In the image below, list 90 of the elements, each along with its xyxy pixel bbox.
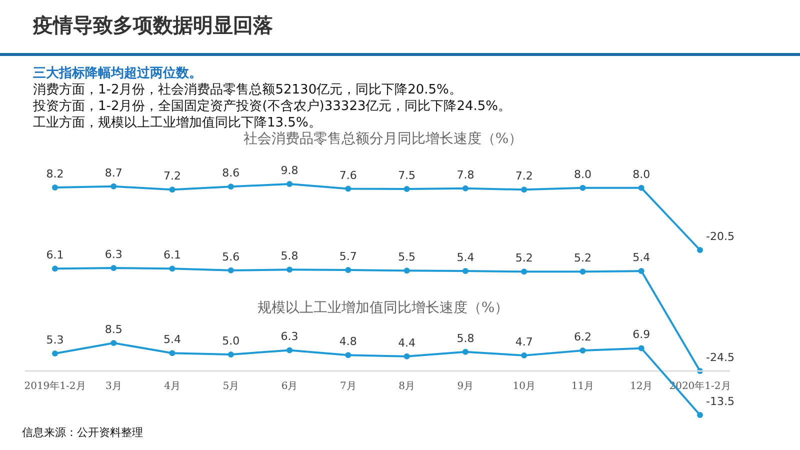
data-label: 5.4 bbox=[632, 251, 650, 264]
point bbox=[638, 345, 644, 352]
data-label: 8.5 bbox=[104, 323, 122, 336]
data-label: 7.8 bbox=[456, 168, 474, 182]
point bbox=[110, 183, 117, 190]
data-label: 8.7 bbox=[104, 166, 122, 180]
point bbox=[228, 184, 234, 190]
point bbox=[286, 266, 293, 273]
data-label: -24.5 bbox=[706, 351, 734, 364]
data-label: 6.2 bbox=[574, 330, 592, 344]
point bbox=[697, 412, 703, 418]
point bbox=[286, 347, 293, 354]
point bbox=[52, 266, 58, 272]
data-label: 4.4 bbox=[398, 336, 416, 350]
point bbox=[404, 268, 410, 274]
point bbox=[462, 348, 468, 355]
point bbox=[521, 268, 528, 275]
data-label: 5.8 bbox=[280, 250, 298, 263]
data-label: 7.2 bbox=[164, 170, 182, 183]
point bbox=[345, 186, 352, 192]
point bbox=[110, 340, 117, 346]
data-label: 5.2 bbox=[515, 252, 533, 265]
data-label: 5.6 bbox=[222, 250, 240, 264]
x-tick-label: 8月 bbox=[398, 381, 416, 392]
point bbox=[521, 352, 528, 358]
data-label: -13.5 bbox=[706, 395, 734, 408]
x-tick-label: 9月 bbox=[457, 381, 474, 392]
point bbox=[697, 247, 703, 253]
data-label: 6.1 bbox=[46, 248, 64, 262]
x-tick-label: 11月 bbox=[571, 381, 594, 392]
point bbox=[286, 181, 293, 187]
data-label: 6.3 bbox=[280, 330, 298, 344]
x-tick-label: 10月 bbox=[512, 381, 536, 392]
data-label: -20.5 bbox=[706, 230, 734, 243]
data-label: 8.6 bbox=[222, 166, 240, 180]
text: 工业方面，规模以上工业增加值同比下降13.5%。 bbox=[33, 114, 322, 130]
data-label: 6.3 bbox=[104, 248, 122, 261]
point bbox=[580, 348, 586, 354]
point bbox=[228, 267, 234, 274]
point bbox=[580, 268, 586, 275]
data-label: 7.2 bbox=[515, 170, 533, 183]
data-label: 8.0 bbox=[632, 168, 650, 181]
point bbox=[52, 184, 58, 190]
x-tick-label: 6月 bbox=[281, 381, 298, 392]
point bbox=[638, 184, 644, 191]
chart-title: 社会消费品零售总额分月同比增长速度（%） bbox=[243, 131, 523, 147]
point bbox=[462, 268, 468, 274]
point bbox=[345, 352, 352, 358]
data-label: 7.6 bbox=[339, 168, 357, 182]
point bbox=[521, 186, 528, 193]
point bbox=[404, 353, 410, 360]
data-label: 5.4 bbox=[456, 251, 474, 264]
data-label: 5.3 bbox=[46, 333, 64, 346]
data-label: 6.1 bbox=[164, 248, 182, 262]
text: 信息来源：公开资料整理 bbox=[22, 426, 143, 439]
point bbox=[110, 265, 117, 271]
text: 消费方面，1-2月份，社会消费品零售总额52130亿元，同比下降20.5%。 bbox=[33, 82, 462, 98]
data-label: 7.5 bbox=[398, 169, 416, 182]
x-tick-label: 2019年1-2月 bbox=[24, 380, 86, 392]
data-label: 4.8 bbox=[339, 335, 357, 348]
text: 三大指标降幅均超过两位数。 bbox=[33, 66, 202, 81]
data-label: 9.8 bbox=[280, 164, 298, 177]
data-label: 5.4 bbox=[164, 333, 182, 346]
chart-title: 规模以上工业增加值同比增长速度（%） bbox=[257, 300, 509, 316]
point bbox=[169, 350, 176, 356]
x-tick-label: 5月 bbox=[222, 381, 240, 392]
data-label: 4.7 bbox=[515, 335, 533, 348]
data-label: 8.0 bbox=[574, 168, 592, 181]
data-label: 5.2 bbox=[574, 252, 592, 265]
point bbox=[404, 186, 410, 192]
x-tick-label: 3月 bbox=[105, 381, 122, 392]
point bbox=[638, 268, 644, 274]
text: 疫情导致多项数据明显回落 bbox=[32, 13, 273, 37]
point bbox=[52, 350, 58, 356]
point bbox=[169, 186, 176, 193]
x-tick-label: 12月 bbox=[630, 381, 653, 392]
x-tick-label: 7月 bbox=[340, 381, 356, 392]
data-label: 5.0 bbox=[222, 334, 240, 348]
point bbox=[345, 267, 352, 274]
point bbox=[228, 351, 234, 358]
point bbox=[462, 185, 468, 192]
data-label: 8.2 bbox=[46, 167, 64, 180]
point bbox=[580, 184, 586, 191]
data-label: 6.9 bbox=[632, 328, 650, 342]
data-label: 5.5 bbox=[398, 250, 416, 264]
x-tick-label: 4月 bbox=[164, 381, 180, 392]
text: 投资方面，1-2月份，全国固定资产投资(不含农户)33323亿元，同比下降24.5%。 bbox=[32, 98, 512, 114]
data-label: 5.7 bbox=[339, 250, 357, 264]
data-label: 5.8 bbox=[456, 332, 474, 345]
point bbox=[169, 266, 176, 272]
